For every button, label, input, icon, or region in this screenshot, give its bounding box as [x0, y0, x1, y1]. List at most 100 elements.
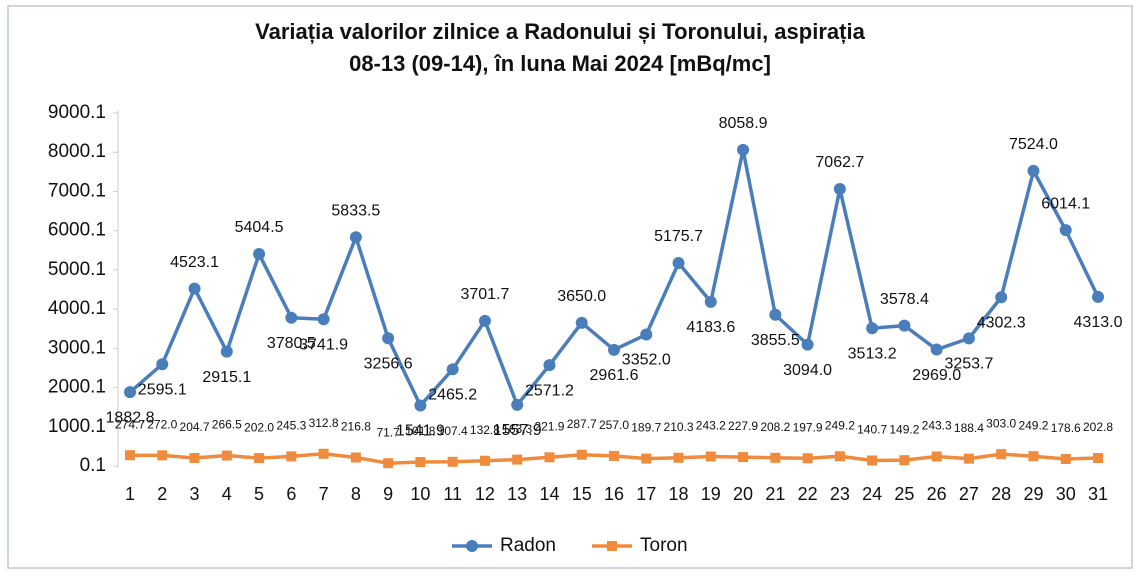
data-label: 132.8: [470, 423, 500, 437]
data-label: 3352.0: [622, 352, 671, 369]
data-label: 3513.2: [848, 345, 897, 362]
data-label: 303.0: [986, 416, 1016, 430]
y-tick-label: 0.1: [80, 455, 106, 476]
data-label: 189.7: [631, 421, 661, 435]
data-label: 227.9: [728, 419, 758, 433]
x-tick-label: 20: [733, 484, 753, 504]
x-tick-label: 15: [572, 484, 592, 504]
marker: [1028, 451, 1039, 462]
data-label: 274.7: [115, 417, 145, 431]
marker: [738, 452, 749, 463]
y-tick-label: 9000.1: [48, 102, 106, 123]
x-tick-label: 4: [222, 484, 232, 504]
data-label: 3701.7: [460, 286, 509, 303]
chart-title: 08-13 (09-14), în luna Mai 2024 [mBq/mc]: [349, 51, 771, 76]
marker: [1060, 453, 1071, 464]
marker: [479, 455, 490, 466]
data-label: 243.2: [696, 419, 726, 433]
marker: [640, 328, 653, 341]
x-tick-label: 13: [507, 484, 527, 504]
marker: [446, 363, 459, 376]
x-tick-label: 10: [410, 484, 430, 504]
y-tick-label: 6000.1: [48, 220, 106, 241]
data-label: 221.9: [534, 419, 564, 433]
data-label: 272.0: [147, 418, 177, 432]
marker: [221, 450, 232, 461]
marker: [447, 456, 458, 467]
marker: [254, 453, 265, 464]
x-tick-label: 25: [894, 484, 914, 504]
data-label: 107.4: [438, 424, 468, 438]
data-label: 216.8: [341, 420, 371, 434]
y-tick-label: 1000.1: [48, 416, 106, 437]
data-label: 4523.1: [170, 254, 219, 271]
x-tick-label: 6: [286, 484, 296, 504]
data-label: 4302.3: [977, 314, 1026, 331]
marker: [286, 451, 297, 462]
data-label: 163.3: [502, 422, 532, 436]
marker: [770, 452, 781, 463]
marker: [349, 231, 362, 244]
data-label: 71.7: [376, 425, 400, 439]
marker: [544, 452, 555, 463]
data-label: 140.7: [857, 423, 887, 437]
y-tick-label: 4000.1: [48, 298, 106, 319]
marker: [415, 457, 426, 468]
marker: [1059, 224, 1072, 237]
marker: [673, 452, 684, 463]
legend-label: Toron: [640, 535, 688, 556]
marker: [543, 359, 556, 372]
marker: [1092, 290, 1104, 303]
marker: [898, 319, 911, 332]
data-label: 1557.9: [493, 422, 542, 439]
marker: [285, 311, 298, 324]
y-tick-label: 7000.1: [48, 180, 106, 201]
marker: [1093, 453, 1103, 464]
data-label: 2915.1: [202, 369, 251, 386]
data-label: 208.2: [760, 420, 790, 434]
data-label: 7524.0: [1009, 136, 1058, 153]
marker: [834, 451, 845, 462]
x-tick-label: 9: [383, 484, 393, 504]
x-tick-label: 22: [798, 484, 818, 504]
data-label: 2465.2: [428, 387, 477, 404]
marker: [156, 358, 169, 371]
marker: [318, 448, 329, 459]
data-label: 202.8: [1083, 420, 1113, 434]
marker: [350, 452, 361, 463]
marker: [833, 182, 846, 195]
x-tick-label: 14: [539, 484, 559, 504]
x-tick-label: 30: [1056, 484, 1076, 504]
data-label: 3094.0: [783, 362, 832, 379]
x-tick-label: 16: [604, 484, 624, 504]
data-label: 287.7: [567, 417, 597, 431]
marker: [899, 455, 910, 466]
legend-marker: [607, 541, 617, 551]
y-tick-label: 8000.1: [48, 141, 106, 162]
chart-title: Variația valorilor zilnice a Radonului ș…: [255, 19, 865, 44]
x-tick-label: 8: [351, 484, 361, 504]
marker: [962, 332, 975, 345]
data-label: 1882.8: [106, 409, 155, 426]
x-tick-label: 17: [636, 484, 656, 504]
data-label: 3780.5: [267, 335, 316, 352]
x-tick-label: 27: [959, 484, 979, 504]
marker: [930, 343, 943, 356]
x-tick-label: 3: [190, 484, 200, 504]
data-label: 7062.7: [815, 154, 864, 171]
data-label: 197.9: [793, 420, 823, 434]
marker: [705, 451, 716, 462]
legend-marker: [466, 540, 478, 552]
marker: [220, 345, 233, 358]
marker: [963, 453, 974, 464]
data-label: 188.4: [954, 421, 984, 435]
data-label: 3741.9: [299, 336, 348, 353]
data-label: 3253.7: [944, 356, 993, 373]
data-label: 243.3: [922, 419, 952, 433]
x-tick-label: 19: [701, 484, 721, 504]
marker: [383, 458, 394, 469]
data-label: 5833.5: [331, 202, 380, 219]
x-tick-label: 12: [475, 484, 495, 504]
marker: [575, 316, 588, 329]
